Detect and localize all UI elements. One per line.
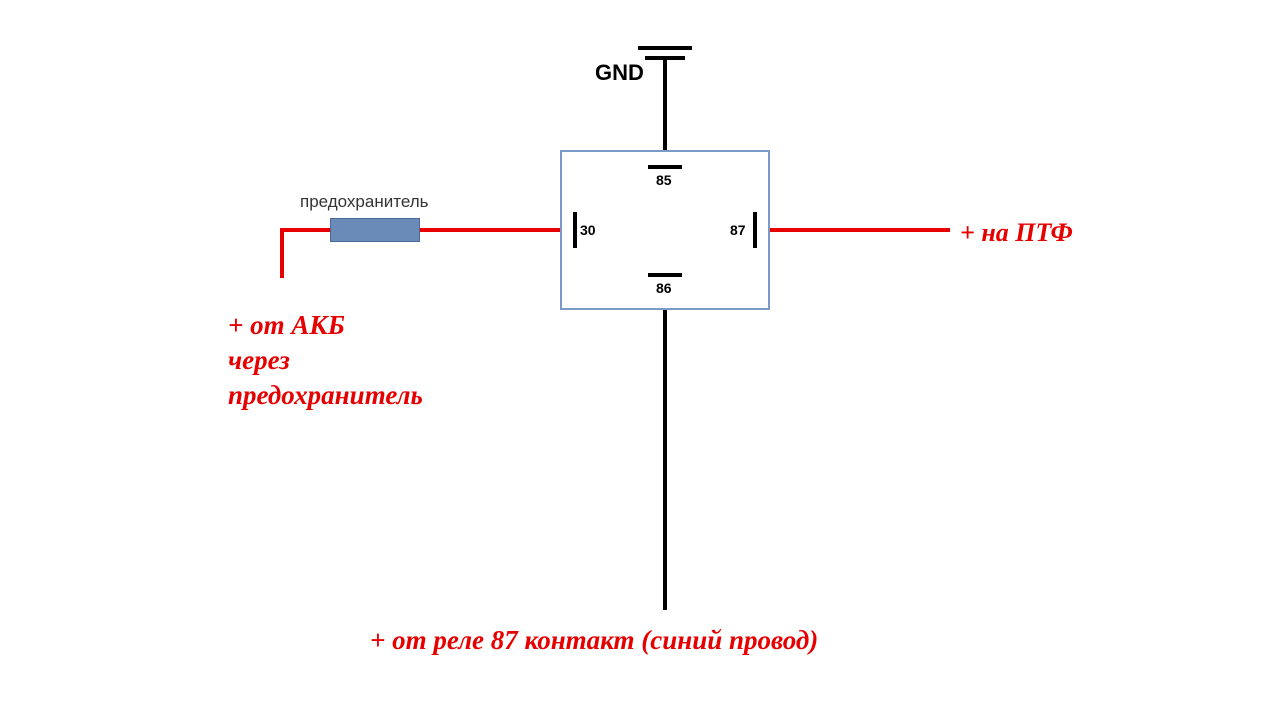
pin-87-label: 87: [730, 222, 746, 238]
fuse-label: предохранитель: [300, 192, 428, 212]
label-ptf: + на ПТФ: [960, 218, 1073, 248]
pin-30-label: 30: [580, 222, 596, 238]
pin-86-label: 86: [656, 280, 672, 296]
wire-bottom: [663, 310, 667, 610]
pin-87-mark: [753, 212, 757, 248]
wire-left-h: [280, 228, 330, 232]
label-bottom: + от реле 87 контакт (синий провод): [370, 625, 818, 656]
fuse-box: [330, 218, 420, 242]
pin-86-mark: [648, 273, 682, 277]
gnd-bar-top: [638, 46, 692, 50]
diagram-canvas: GND 85 30 87 86 предохранитель + на ПТФ …: [0, 0, 1280, 720]
wire-gnd: [663, 60, 667, 150]
label-akb-1: + от АКБ: [228, 310, 345, 341]
pin-30-mark: [573, 212, 577, 248]
wire-fuse-relay: [420, 228, 560, 232]
label-akb-3: предохранитель: [228, 380, 423, 411]
label-akb-2: через: [228, 345, 290, 376]
pin-85-label: 85: [656, 172, 672, 188]
wire-left-v: [280, 228, 284, 278]
pin-85-mark: [648, 165, 682, 169]
wire-relay-ptf: [770, 228, 950, 232]
label-gnd: GND: [595, 60, 644, 86]
